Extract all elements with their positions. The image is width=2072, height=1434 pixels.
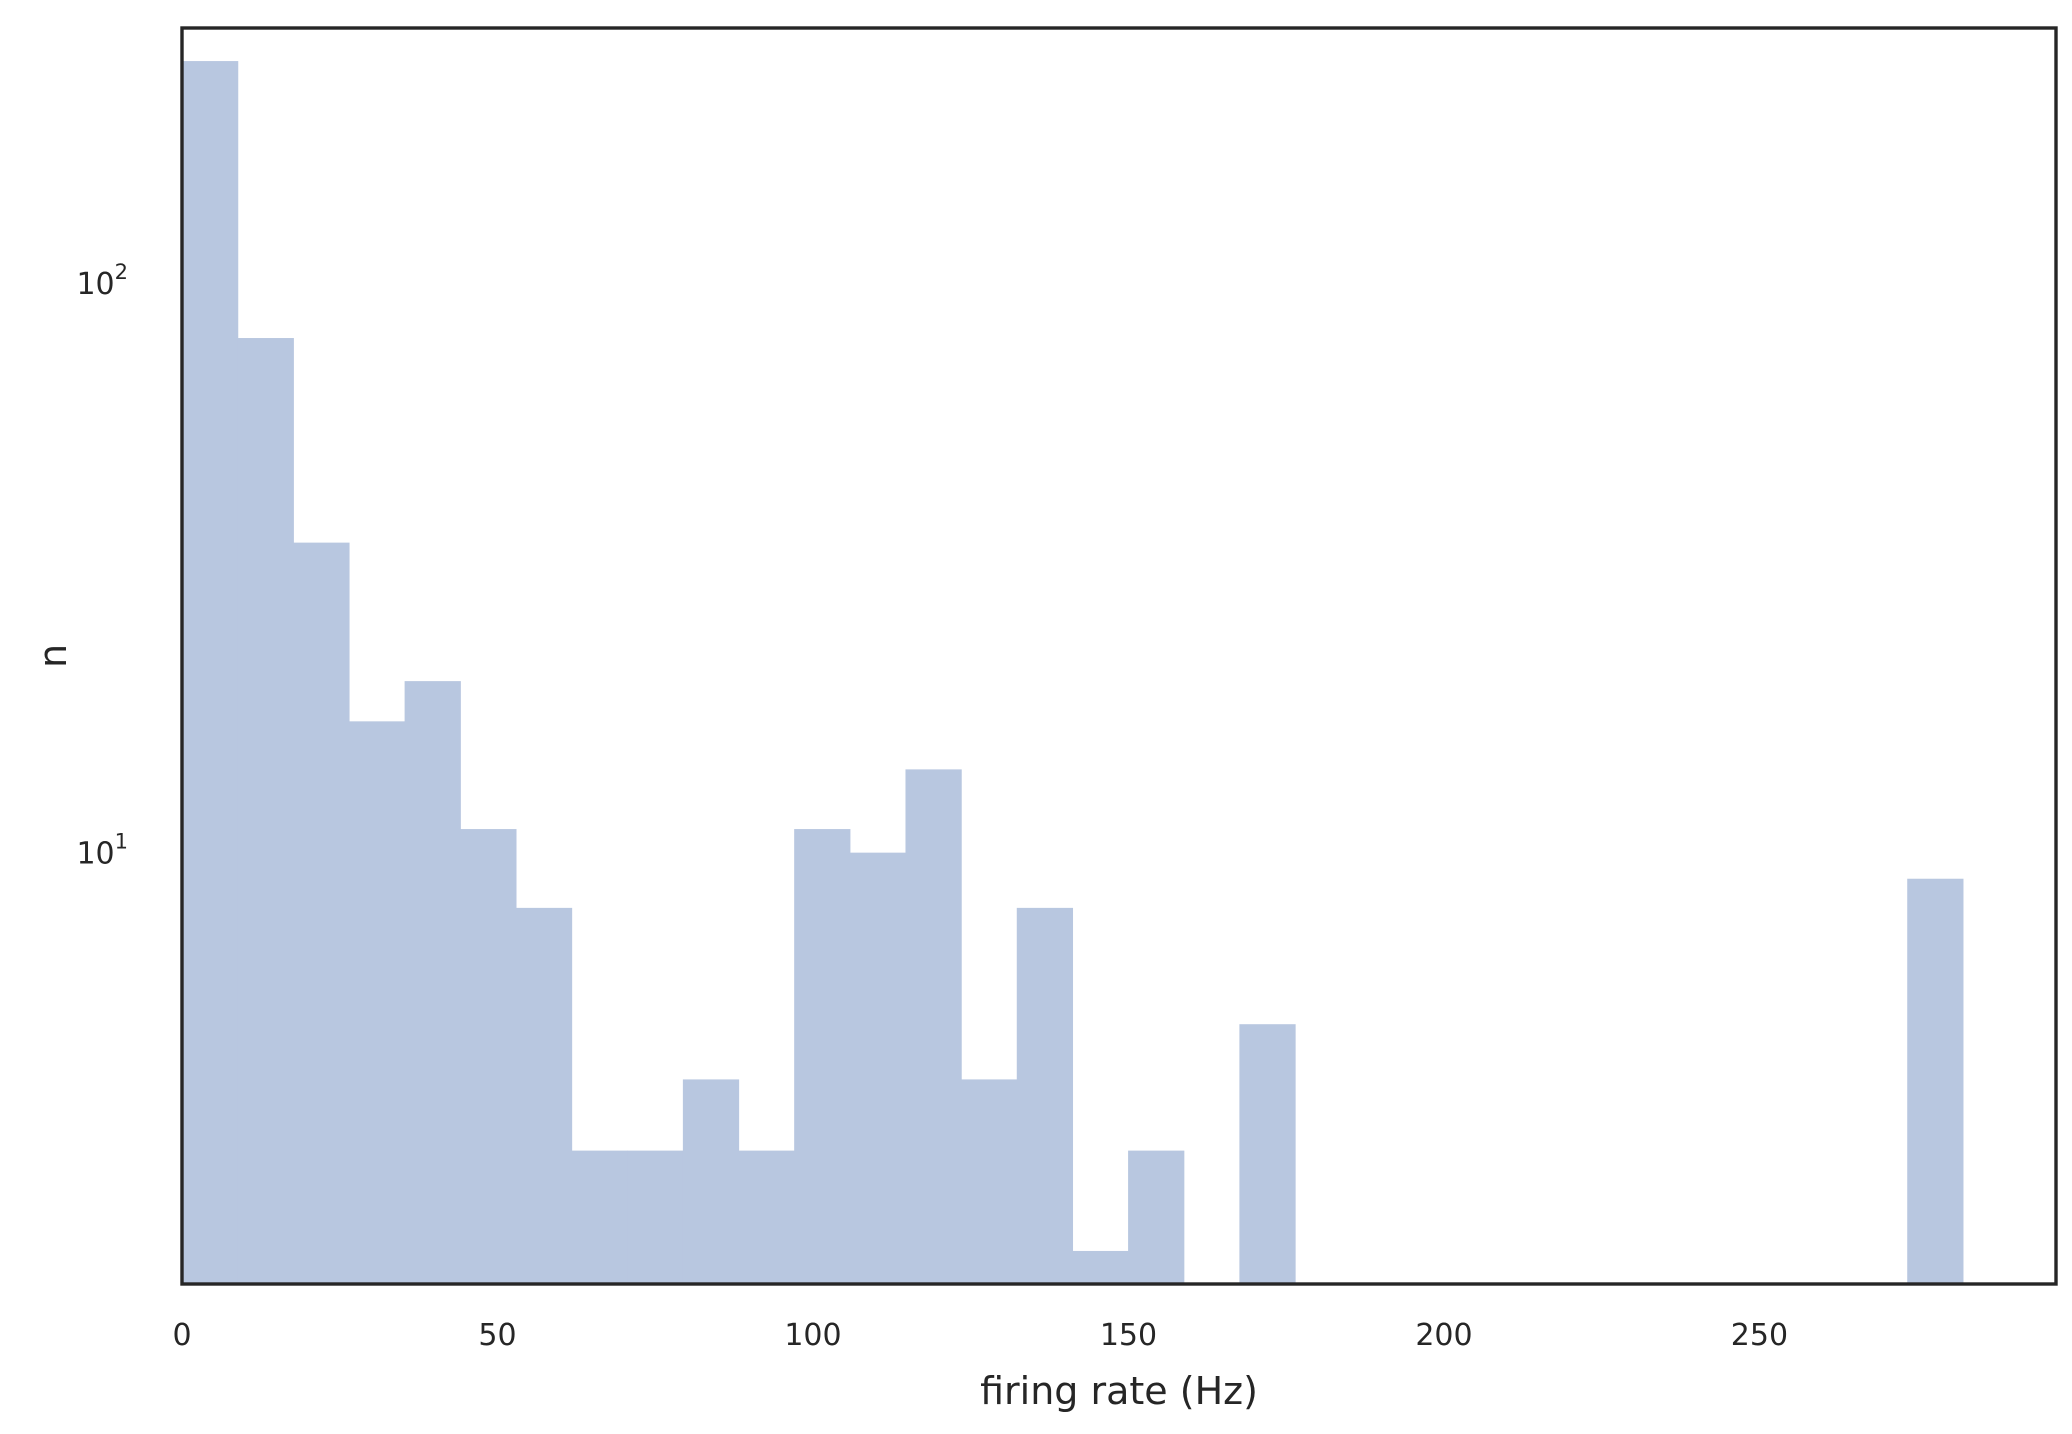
histogram-bar xyxy=(293,542,350,1284)
y-tick-base: 10 xyxy=(76,837,114,872)
x-tick-label: 200 xyxy=(1415,1318,1472,1353)
histogram-bar xyxy=(182,61,239,1284)
x-tick-label: 50 xyxy=(478,1318,516,1353)
x-tick-label: 150 xyxy=(1100,1318,1157,1353)
histogram-bar xyxy=(571,1150,628,1284)
histogram-bar xyxy=(738,1150,795,1284)
histogram-bar xyxy=(849,852,907,1284)
y-tick-base: 10 xyxy=(76,267,114,302)
histogram-bar xyxy=(460,829,517,1284)
x-tick-label: 0 xyxy=(172,1318,191,1353)
histogram-bar xyxy=(237,338,294,1284)
y-tick-exponent: 1 xyxy=(115,830,128,854)
histogram-bar xyxy=(794,829,851,1284)
histogram-bar xyxy=(515,907,573,1284)
histogram-bar xyxy=(1907,878,1964,1284)
x-tick-label: 250 xyxy=(1731,1318,1788,1353)
y-tick-label: 102 xyxy=(76,260,128,302)
histogram-bar xyxy=(961,1079,1018,1284)
histogram-bar xyxy=(627,1150,684,1284)
histogram-bars xyxy=(182,61,1964,1284)
x-axis-ticks: 0 50 100 150 200 250 xyxy=(172,1318,1788,1353)
x-tick-label: 100 xyxy=(784,1318,841,1353)
histogram-bar xyxy=(682,1079,740,1284)
histogram-bar xyxy=(1128,1150,1185,1284)
y-tick-exponent: 2 xyxy=(115,260,128,284)
histogram-bar xyxy=(1016,907,1074,1284)
y-tick-label: 101 xyxy=(76,830,128,872)
histogram-bar xyxy=(348,721,406,1284)
plot-frame xyxy=(180,26,2058,1286)
y-axis-label: n xyxy=(31,644,75,668)
histogram-bar xyxy=(404,681,461,1284)
histogram-bar xyxy=(905,769,962,1284)
histogram-bar xyxy=(1239,1024,1296,1284)
x-axis-label: firing rate (Hz) xyxy=(980,1369,1258,1413)
histogram-bar xyxy=(1072,1250,1129,1284)
